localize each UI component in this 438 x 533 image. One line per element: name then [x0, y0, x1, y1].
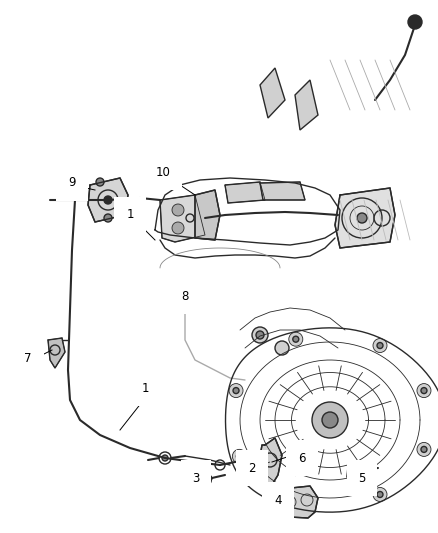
Text: 5: 5	[358, 472, 366, 484]
Polygon shape	[265, 486, 318, 518]
Circle shape	[293, 336, 299, 342]
Polygon shape	[190, 468, 212, 492]
Polygon shape	[260, 182, 305, 200]
Polygon shape	[295, 80, 318, 130]
Circle shape	[256, 331, 264, 339]
Text: 1: 1	[126, 208, 134, 222]
Text: 10: 10	[155, 166, 170, 179]
Polygon shape	[258, 438, 282, 488]
Circle shape	[172, 204, 184, 216]
Circle shape	[373, 338, 387, 352]
Circle shape	[357, 213, 367, 223]
Circle shape	[408, 15, 422, 29]
Circle shape	[377, 491, 383, 497]
Text: 8: 8	[181, 289, 189, 303]
Text: 4: 4	[274, 494, 282, 506]
Circle shape	[322, 412, 338, 428]
Circle shape	[275, 341, 289, 355]
Circle shape	[417, 384, 431, 398]
Circle shape	[96, 178, 104, 186]
Circle shape	[421, 447, 427, 453]
Text: 3: 3	[192, 472, 200, 484]
Circle shape	[104, 214, 112, 222]
Polygon shape	[178, 292, 198, 308]
Polygon shape	[195, 190, 220, 240]
Circle shape	[312, 402, 348, 438]
Circle shape	[172, 222, 184, 234]
Circle shape	[104, 196, 112, 204]
Polygon shape	[48, 338, 65, 368]
Polygon shape	[160, 195, 205, 242]
Circle shape	[373, 488, 387, 502]
Text: 6: 6	[298, 451, 306, 464]
Circle shape	[293, 498, 299, 504]
Circle shape	[229, 384, 243, 398]
Circle shape	[233, 449, 246, 463]
Text: 1: 1	[141, 382, 149, 394]
Circle shape	[162, 455, 168, 461]
Polygon shape	[225, 182, 265, 203]
Circle shape	[417, 442, 431, 456]
Text: 7: 7	[24, 351, 32, 365]
Circle shape	[289, 494, 303, 508]
Circle shape	[252, 327, 268, 343]
Circle shape	[377, 343, 383, 349]
Polygon shape	[347, 464, 360, 484]
Circle shape	[233, 387, 239, 393]
Polygon shape	[335, 188, 395, 248]
Circle shape	[237, 454, 242, 459]
Text: 2: 2	[248, 462, 256, 474]
Polygon shape	[260, 68, 285, 118]
Circle shape	[289, 332, 303, 346]
Circle shape	[421, 387, 427, 393]
Polygon shape	[88, 178, 128, 222]
Text: 9: 9	[68, 176, 76, 190]
